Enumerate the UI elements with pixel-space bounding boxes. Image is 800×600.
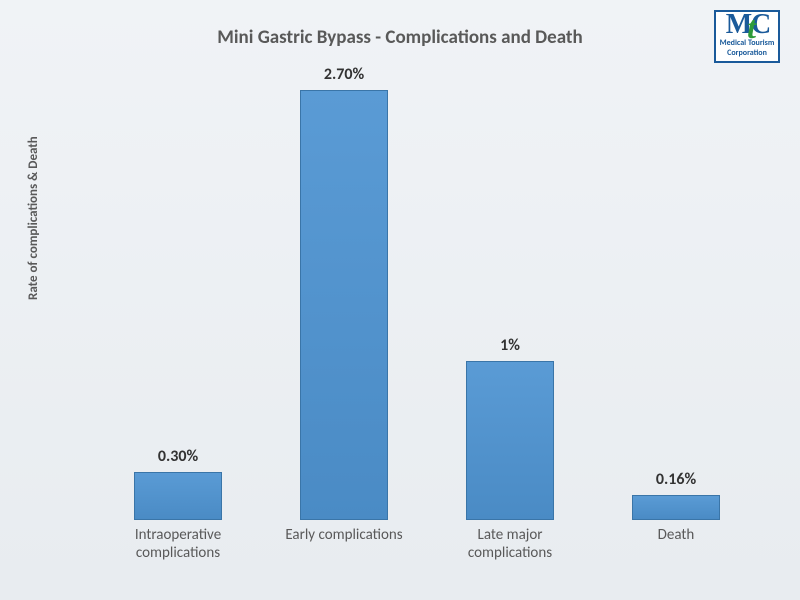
bar-value-label: 0.16% xyxy=(633,470,719,489)
bar: 0.16% xyxy=(632,495,720,520)
logo-m: M xyxy=(726,14,749,36)
chart-container: Mini Gastric Bypass - Complications and … xyxy=(0,0,800,600)
category-label: Early complications xyxy=(264,526,424,544)
bar-value-label: 2.70% xyxy=(301,65,387,84)
logo-c: C xyxy=(751,14,768,36)
category-label: Death xyxy=(596,526,756,544)
logo: M t C Medical Tourism Corporation xyxy=(708,10,786,63)
plot-area: 0.30% 2.70% 1% 0.16% xyxy=(96,90,756,520)
y-axis-label: Rate of complications & Death xyxy=(26,136,41,300)
category-label: Late majorcomplications xyxy=(430,526,590,562)
bar-value-label: 1% xyxy=(467,336,553,355)
logo-box: M t C Medical Tourism Corporation xyxy=(714,10,781,63)
bar-value-label: 0.30% xyxy=(135,447,221,466)
bar: 2.70% xyxy=(300,90,388,520)
logo-initials: M t C xyxy=(726,14,769,36)
bar: 0.30% xyxy=(134,472,222,520)
logo-t: t xyxy=(747,16,753,38)
category-label: Intraoperativecomplications xyxy=(98,526,258,562)
bar: 1% xyxy=(466,361,554,520)
chart-title: Mini Gastric Bypass - Complications and … xyxy=(0,26,800,49)
logo-line2: Corporation xyxy=(720,49,775,58)
